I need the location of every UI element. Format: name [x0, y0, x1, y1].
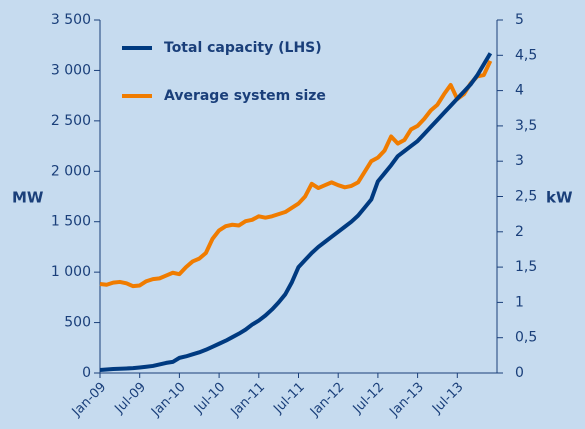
y-tick-label: 2 000 — [51, 163, 91, 179]
x-tick-label: Jul-11 — [270, 380, 307, 417]
y2-tick-label: 1 — [515, 294, 524, 310]
y2-tick-label: 2,5 — [515, 189, 537, 205]
y-tick-label: 3 500 — [51, 12, 91, 28]
x-tick-label: Jul-10 — [191, 380, 228, 417]
x-tick-label: Jan-12 — [307, 380, 348, 421]
legend-label: Total capacity (LHS) — [164, 40, 322, 56]
x-tick-label: Jul-12 — [350, 380, 387, 417]
y2-tick-label: 4 — [515, 83, 524, 99]
y2-tick-label: 3,5 — [515, 118, 537, 134]
y-axis-label: MW — [12, 189, 44, 207]
y-tick-label: 2 500 — [51, 113, 91, 129]
y-tick-label: 1 500 — [51, 214, 91, 230]
y2-tick-label: 0,5 — [515, 330, 537, 346]
x-tick-label: Jan-09 — [69, 380, 110, 421]
series-line — [99, 52, 493, 372]
y2-tick-label: 4,5 — [515, 47, 537, 63]
legend-label: Average system size — [164, 88, 326, 104]
y2-tick-label: 3 — [515, 153, 524, 169]
y2-tick-label: 5 — [515, 12, 524, 28]
y-tick-label: 3 000 — [51, 62, 91, 78]
y-tick-label: 500 — [64, 315, 91, 331]
x-tick-label: Jan-11 — [228, 380, 269, 421]
y-tick-label: 1 000 — [51, 264, 91, 280]
y-tick-label: 0 — [82, 365, 91, 381]
x-tick-label: Jul-13 — [429, 380, 466, 417]
y2-axis-label: kW — [546, 189, 573, 207]
x-tick-label: Jan-10 — [148, 380, 189, 421]
y2-tick-label: 0 — [515, 365, 524, 381]
x-tick-label: Jul-09 — [112, 380, 149, 417]
x-tick-label: Jan-13 — [386, 380, 427, 421]
series-line — [99, 60, 493, 289]
y2-tick-label: 1,5 — [515, 259, 537, 275]
y2-tick-label: 2 — [515, 224, 524, 240]
